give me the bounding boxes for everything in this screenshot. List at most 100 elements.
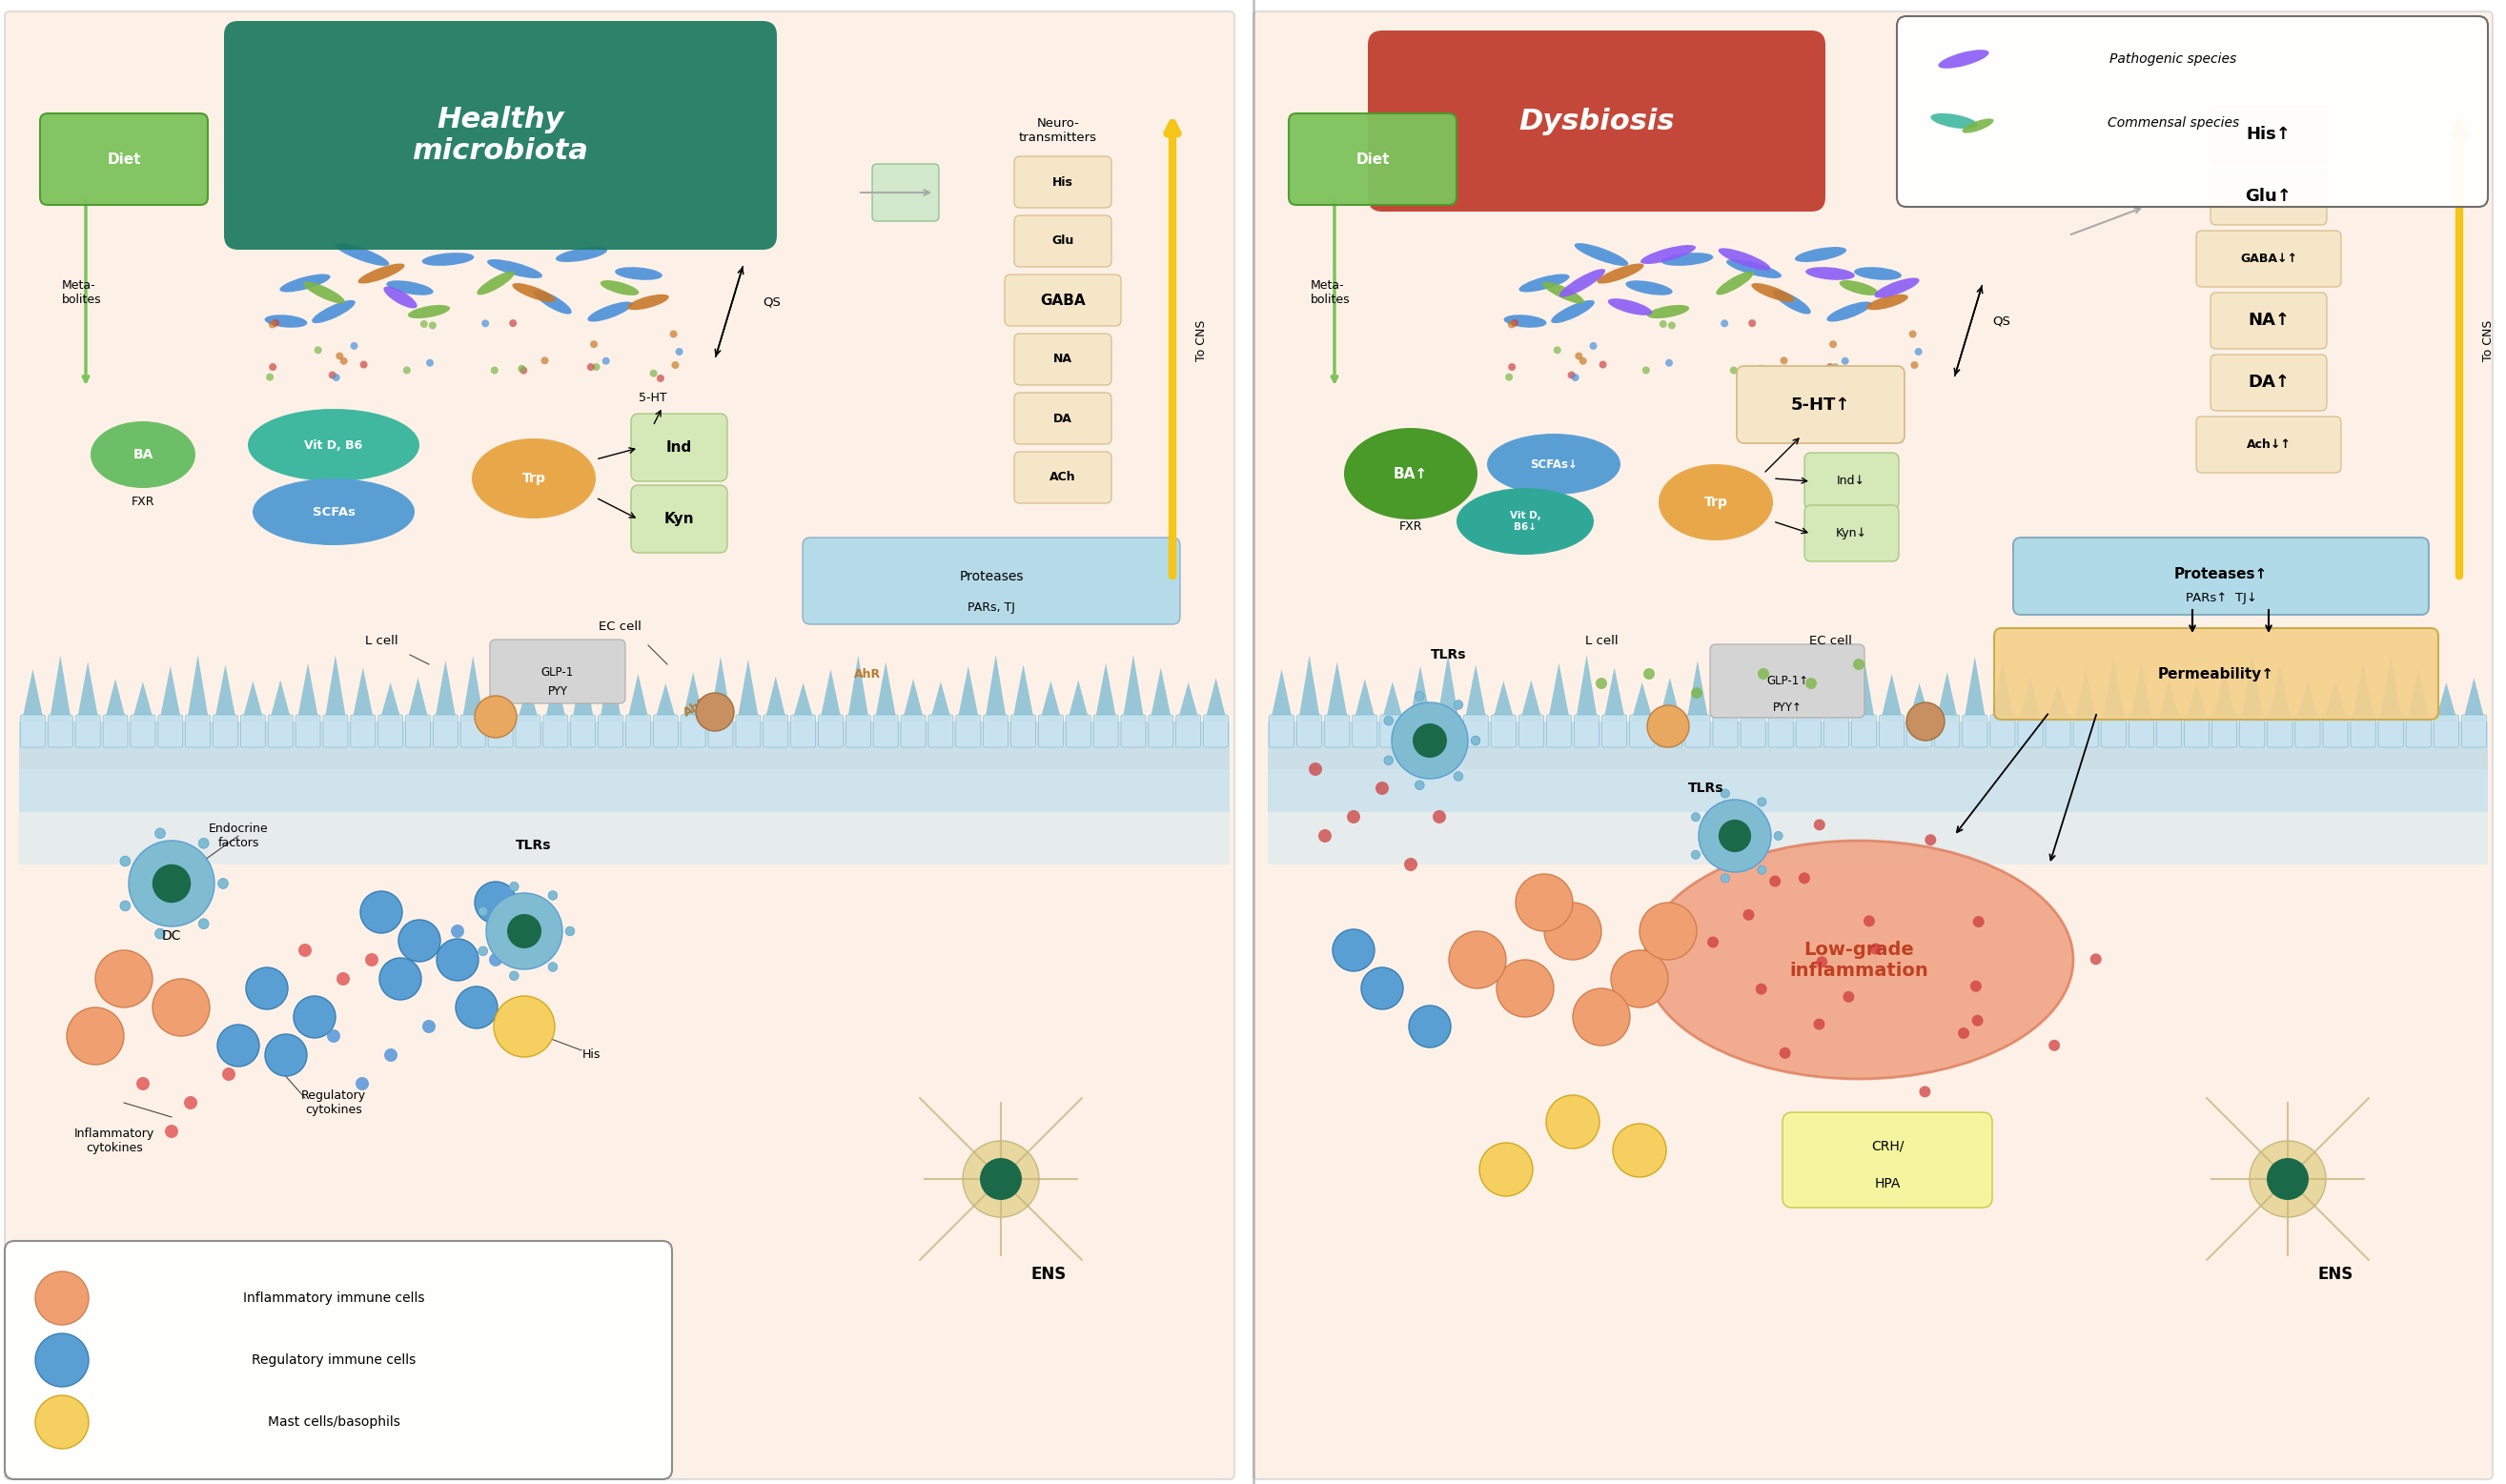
Circle shape [1907,702,1945,741]
Circle shape [1361,968,1403,1009]
FancyBboxPatch shape [2213,715,2238,748]
Text: L cell: L cell [1584,634,1619,647]
Circle shape [1589,343,1596,350]
Polygon shape [1937,672,1957,721]
Circle shape [336,972,351,985]
Text: TLRs: TLRs [516,838,551,852]
Polygon shape [1687,660,1709,721]
Circle shape [481,319,489,328]
Text: EC cell: EC cell [1809,634,1852,647]
Polygon shape [1271,669,1293,721]
Circle shape [426,359,434,367]
FancyBboxPatch shape [1005,275,1120,326]
Polygon shape [902,678,925,721]
Ellipse shape [386,280,434,295]
Polygon shape [1659,678,1682,721]
FancyBboxPatch shape [632,414,727,481]
Circle shape [509,881,519,892]
FancyBboxPatch shape [1120,715,1145,748]
Ellipse shape [358,264,403,283]
Circle shape [361,361,368,368]
Circle shape [1925,834,1937,846]
Polygon shape [1381,681,1403,721]
Polygon shape [1123,654,1145,721]
FancyBboxPatch shape [2210,355,2326,411]
Ellipse shape [1804,267,1854,280]
Circle shape [218,879,228,889]
Circle shape [155,929,165,939]
FancyBboxPatch shape [1907,715,1932,748]
FancyBboxPatch shape [103,715,128,748]
Circle shape [1416,781,1423,789]
Text: DA: DA [1053,413,1073,424]
FancyBboxPatch shape [461,715,486,748]
FancyBboxPatch shape [268,715,293,748]
Text: Ach↓↑: Ach↓↑ [2245,438,2290,450]
FancyBboxPatch shape [40,113,208,205]
Ellipse shape [336,243,388,266]
Polygon shape [2213,666,2235,721]
Circle shape [424,1020,436,1033]
Text: Diet: Diet [1356,151,1388,166]
FancyBboxPatch shape [1769,715,1794,748]
FancyBboxPatch shape [2195,417,2341,473]
Polygon shape [875,662,897,721]
Circle shape [1729,367,1737,374]
Polygon shape [2463,678,2486,721]
Circle shape [1574,988,1629,1046]
Polygon shape [1268,769,2488,865]
Circle shape [1957,1027,1970,1039]
Circle shape [403,367,411,374]
Circle shape [1757,865,1767,874]
Ellipse shape [1717,272,1754,295]
Ellipse shape [1559,269,1606,297]
Circle shape [266,1034,306,1076]
Circle shape [326,1030,341,1043]
Circle shape [1569,371,1576,378]
Ellipse shape [1343,427,1479,519]
Polygon shape [847,656,870,721]
Circle shape [1496,960,1554,1017]
Circle shape [2047,1040,2060,1051]
FancyBboxPatch shape [1015,334,1113,384]
Circle shape [669,331,677,338]
Circle shape [486,893,561,969]
Polygon shape [1068,680,1090,721]
Ellipse shape [303,282,346,304]
Circle shape [1817,956,1827,968]
Circle shape [1692,850,1699,859]
Circle shape [1719,819,1752,852]
Ellipse shape [253,478,413,545]
Circle shape [1666,359,1674,367]
FancyBboxPatch shape [2195,230,2341,286]
Circle shape [429,322,436,329]
Polygon shape [2130,662,2153,721]
Polygon shape [378,683,401,721]
FancyBboxPatch shape [1601,715,1626,748]
FancyBboxPatch shape [2210,107,2326,163]
Circle shape [586,364,594,371]
FancyBboxPatch shape [516,715,541,748]
Text: AhR: AhR [682,695,712,720]
Text: PARs, TJ: PARs, TJ [967,601,1015,613]
Ellipse shape [1486,433,1621,494]
Text: BA↑: BA↑ [1393,466,1428,481]
Circle shape [1722,874,1729,883]
Circle shape [479,907,489,916]
Circle shape [183,1097,198,1110]
Ellipse shape [511,283,556,303]
Polygon shape [819,669,842,721]
Polygon shape [1714,656,1737,721]
Circle shape [1318,830,1331,843]
Text: Meta-
bolites: Meta- bolites [63,279,103,306]
Text: Endocrine
factors: Endocrine factors [208,822,268,849]
Circle shape [198,919,208,929]
Circle shape [672,361,679,370]
Circle shape [1308,763,1323,776]
Text: Kyn: Kyn [664,512,694,527]
Text: FXR: FXR [1398,519,1423,533]
Text: Low-grade
inflammation: Low-grade inflammation [1789,941,1927,979]
Ellipse shape [1626,280,1672,295]
Polygon shape [1631,683,1654,721]
Ellipse shape [1456,488,1594,555]
